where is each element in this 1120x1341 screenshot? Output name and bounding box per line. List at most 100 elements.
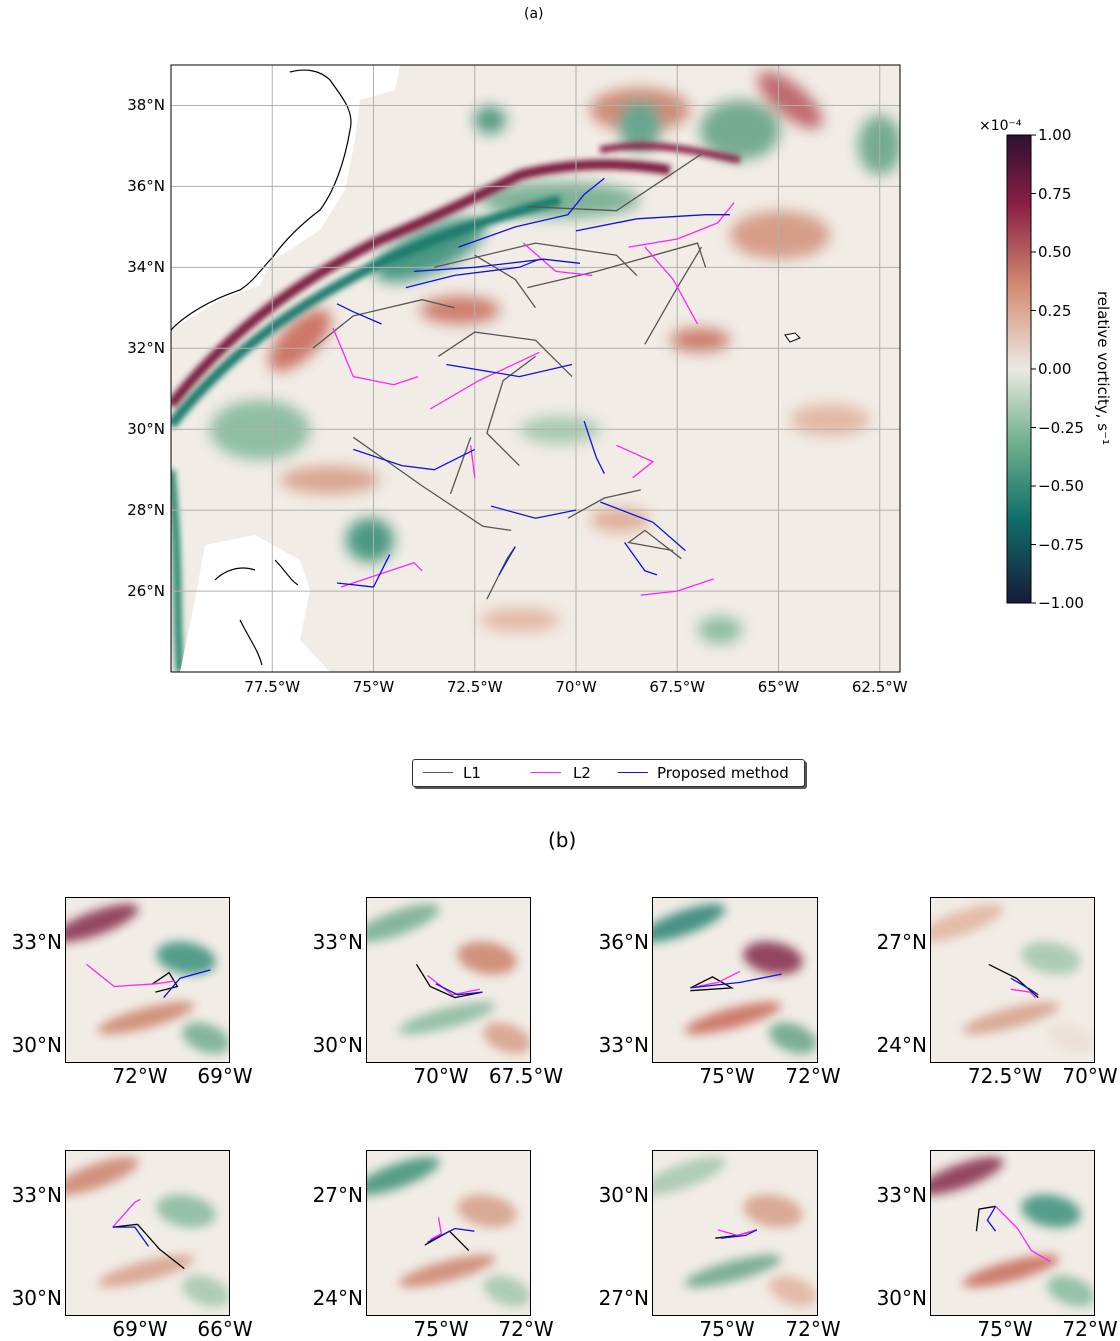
colorbar-tick-label: 0.75 [1038,184,1072,203]
x-tick-label: 75°W [699,1317,755,1341]
small-panel-plot [653,898,817,1062]
small-panel-plot [66,898,229,1062]
small-panel-b7 [652,1150,818,1316]
track-proposed-method [353,448,476,471]
y-tick-label: 27°N [876,930,927,954]
x-tick-label: 75°W [352,678,395,696]
y-tick-label: 36°N [598,930,649,954]
track-l1 [152,971,179,993]
track-proposed-method [112,1226,150,1247]
track-l2 [430,1217,443,1241]
panel-b-label: (b) [548,828,577,852]
legend-l2-label: L2 [573,764,591,782]
x-tick-label: 75°W [699,1064,755,1088]
track-proposed-method [336,554,391,588]
x-tick-label: 62.5°W [851,678,908,696]
track-proposed-method [624,542,658,576]
x-tick-label: 72°W [112,1064,168,1088]
track-l1 [567,489,641,519]
x-tick-label: 72.5°W [967,1064,1043,1088]
x-tick-label: 65°W [757,678,800,696]
track-proposed-method [458,177,605,248]
y-tick-label: 30°N [127,420,165,439]
y-tick-label: 33°N [11,930,62,954]
y-tick-label: 33°N [11,1183,62,1207]
vorticity-field [931,903,1094,1054]
legend-proposed-label: Proposed method [657,764,789,782]
track-l2 [112,1198,141,1228]
track-l1 [434,242,638,276]
colorbar-tick-label: 0.50 [1038,243,1072,261]
panel-a-label: (a) [524,6,544,22]
small-panel-plot [931,1151,1094,1315]
track-l2 [644,246,699,325]
x-tick-label: 69°W [197,1064,253,1088]
small-panel-b1 [65,897,230,1063]
x-tick-label: 66°W [197,1317,253,1341]
track-l1 [988,963,1039,999]
small-panel-b5 [65,1150,230,1316]
x-tick-label: 67.5°W [649,678,706,696]
x-tick-label: 70°W [555,678,597,696]
track-l2 [332,327,419,386]
track-l1 [486,355,536,467]
track-proposed-method [446,363,573,378]
track-l2 [86,963,175,988]
track-proposed-method [986,1205,997,1232]
x-tick-label: 75°W [413,1317,469,1341]
track-l2 [340,561,423,588]
vorticity-field [367,903,530,1054]
track-l1 [352,436,512,532]
colorbar-label: relative vorticity, s⁻¹ [1094,290,1112,446]
y-tick-label: 34°N [127,258,165,277]
small-panel-b2 [366,897,531,1063]
y-tick-label: 32°N [127,339,165,358]
track-proposed-method [435,983,483,996]
legend-l1-label: L1 [463,764,481,782]
track-l2 [522,242,593,277]
colorbar-tick-label: 1.00 [1038,126,1072,144]
track-l1 [415,964,483,999]
track-proposed-method [690,973,782,989]
y-tick-label: 30°N [598,1183,649,1207]
track-proposed-method [413,258,581,273]
y-tick-label: 26°N [127,582,165,601]
x-tick-label: 77.5°W [244,678,301,696]
y-tick-label: 28°N [127,501,165,520]
y-tick-label: 30°N [11,1286,62,1310]
legend-l1-swatch [423,772,453,773]
track-l2 [429,351,540,410]
y-tick-label: 27°N [312,1183,363,1207]
track-proposed-method [575,214,730,232]
colorbar-tick-label: −0.50 [1038,477,1084,495]
small-panel-plot [367,898,530,1062]
trajectory-tracks [312,153,735,600]
track-l2 [717,1229,757,1237]
y-tick-label: 33°N [598,1033,649,1057]
x-tick-label: 70°W [1062,1064,1118,1088]
track-l1 [627,529,682,560]
x-tick-label: 72°W [1062,1317,1118,1341]
track-proposed-method [427,1227,475,1243]
y-tick-label: 24°N [312,1286,363,1310]
small-panel-plot [653,1151,817,1315]
colorbar-tick-label: −0.75 [1038,535,1084,554]
x-tick-label: 72°W [498,1317,554,1341]
small-panel-b4 [930,897,1095,1063]
track-l2 [1010,988,1036,999]
vorticity-field [367,1156,530,1307]
legend-l2-swatch [531,772,561,773]
colorbar [1006,134,1032,604]
track-l2 [995,1205,1051,1263]
small-panel-plot [66,1151,229,1315]
track-l1 [449,437,472,495]
y-tick-label: 33°N [876,1183,927,1207]
small-panel-plot [367,1151,530,1315]
track-proposed-method [1010,977,1039,996]
track-l2 [628,202,735,248]
main-map [170,64,1036,673]
track-l1 [690,976,734,992]
colorbar-tick-label: −0.25 [1038,418,1084,437]
track-l1 [312,299,455,349]
vorticity-field [653,1156,817,1307]
